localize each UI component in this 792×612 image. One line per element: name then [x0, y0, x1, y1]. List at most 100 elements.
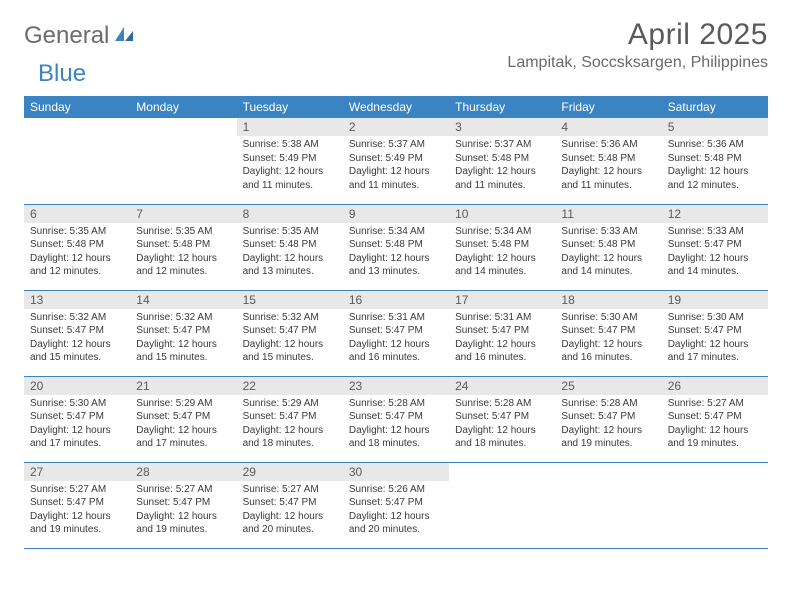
day-details: Sunrise: 5:28 AMSunset: 5:47 PMDaylight:… [555, 395, 661, 455]
weekday-header: Sunday [24, 96, 130, 118]
calendar-cell: 30Sunrise: 5:26 AMSunset: 5:47 PMDayligh… [343, 462, 449, 548]
weekday-header: Saturday [662, 96, 768, 118]
day-details: Sunrise: 5:29 AMSunset: 5:47 PMDaylight:… [130, 395, 236, 455]
day-number: 30 [343, 463, 449, 481]
day-number: 13 [24, 291, 130, 309]
day-details: Sunrise: 5:37 AMSunset: 5:48 PMDaylight:… [449, 136, 555, 196]
day-number: 9 [343, 205, 449, 223]
day-number: 3 [449, 118, 555, 136]
day-number: 20 [24, 377, 130, 395]
month-title: April 2025 [507, 18, 768, 52]
calendar-cell: 4Sunrise: 5:36 AMSunset: 5:48 PMDaylight… [555, 118, 661, 204]
calendar-row: 13Sunrise: 5:32 AMSunset: 5:47 PMDayligh… [24, 290, 768, 376]
day-details: Sunrise: 5:38 AMSunset: 5:49 PMDaylight:… [237, 136, 343, 196]
calendar-cell: 14Sunrise: 5:32 AMSunset: 5:47 PMDayligh… [130, 290, 236, 376]
calendar-cell: 5Sunrise: 5:36 AMSunset: 5:48 PMDaylight… [662, 118, 768, 204]
calendar-cell: . [130, 118, 236, 204]
calendar-cell: 22Sunrise: 5:29 AMSunset: 5:47 PMDayligh… [237, 376, 343, 462]
calendar-cell: 26Sunrise: 5:27 AMSunset: 5:47 PMDayligh… [662, 376, 768, 462]
day-details: Sunrise: 5:30 AMSunset: 5:47 PMDaylight:… [662, 309, 768, 369]
day-details: Sunrise: 5:30 AMSunset: 5:47 PMDaylight:… [24, 395, 130, 455]
day-number: 28 [130, 463, 236, 481]
calendar-cell: 17Sunrise: 5:31 AMSunset: 5:47 PMDayligh… [449, 290, 555, 376]
calendar-cell: 21Sunrise: 5:29 AMSunset: 5:47 PMDayligh… [130, 376, 236, 462]
day-details: Sunrise: 5:34 AMSunset: 5:48 PMDaylight:… [343, 223, 449, 283]
calendar-cell: . [662, 462, 768, 548]
calendar-cell: 10Sunrise: 5:34 AMSunset: 5:48 PMDayligh… [449, 204, 555, 290]
weekday-header: Thursday [449, 96, 555, 118]
day-number: 22 [237, 377, 343, 395]
calendar-cell: 2Sunrise: 5:37 AMSunset: 5:49 PMDaylight… [343, 118, 449, 204]
calendar-cell: 18Sunrise: 5:30 AMSunset: 5:47 PMDayligh… [555, 290, 661, 376]
day-number: 17 [449, 291, 555, 309]
calendar-cell: 24Sunrise: 5:28 AMSunset: 5:47 PMDayligh… [449, 376, 555, 462]
location: Lampitak, Soccsksargen, Philippines [507, 54, 768, 72]
day-details: Sunrise: 5:34 AMSunset: 5:48 PMDaylight:… [449, 223, 555, 283]
day-details: Sunrise: 5:27 AMSunset: 5:47 PMDaylight:… [130, 481, 236, 541]
day-number: 1 [237, 118, 343, 136]
day-number: 12 [662, 205, 768, 223]
day-number: 26 [662, 377, 768, 395]
day-number: 24 [449, 377, 555, 395]
calendar-table: SundayMondayTuesdayWednesdayThursdayFrid… [24, 96, 768, 549]
calendar-cell: 29Sunrise: 5:27 AMSunset: 5:47 PMDayligh… [237, 462, 343, 548]
day-number: 8 [237, 205, 343, 223]
weekday-header: Tuesday [237, 96, 343, 118]
day-details: Sunrise: 5:29 AMSunset: 5:47 PMDaylight:… [237, 395, 343, 455]
day-number: 5 [662, 118, 768, 136]
calendar-cell: 19Sunrise: 5:30 AMSunset: 5:47 PMDayligh… [662, 290, 768, 376]
day-number: 15 [237, 291, 343, 309]
day-details: Sunrise: 5:35 AMSunset: 5:48 PMDaylight:… [130, 223, 236, 283]
day-number: 21 [130, 377, 236, 395]
day-details: Sunrise: 5:28 AMSunset: 5:47 PMDaylight:… [449, 395, 555, 455]
day-number: 11 [555, 205, 661, 223]
day-details: Sunrise: 5:33 AMSunset: 5:47 PMDaylight:… [662, 223, 768, 283]
calendar-cell: 3Sunrise: 5:37 AMSunset: 5:48 PMDaylight… [449, 118, 555, 204]
day-number: 7 [130, 205, 236, 223]
calendar-cell: 28Sunrise: 5:27 AMSunset: 5:47 PMDayligh… [130, 462, 236, 548]
calendar-row: 6Sunrise: 5:35 AMSunset: 5:48 PMDaylight… [24, 204, 768, 290]
calendar-cell: 23Sunrise: 5:28 AMSunset: 5:47 PMDayligh… [343, 376, 449, 462]
weekday-header: Wednesday [343, 96, 449, 118]
day-details: Sunrise: 5:28 AMSunset: 5:47 PMDaylight:… [343, 395, 449, 455]
calendar-cell: 13Sunrise: 5:32 AMSunset: 5:47 PMDayligh… [24, 290, 130, 376]
calendar-cell: 12Sunrise: 5:33 AMSunset: 5:47 PMDayligh… [662, 204, 768, 290]
calendar-row: ..1Sunrise: 5:38 AMSunset: 5:49 PMDaylig… [24, 118, 768, 204]
weekday-header-row: SundayMondayTuesdayWednesdayThursdayFrid… [24, 96, 768, 118]
day-number: 19 [662, 291, 768, 309]
day-details: Sunrise: 5:32 AMSunset: 5:47 PMDaylight:… [24, 309, 130, 369]
day-details: Sunrise: 5:35 AMSunset: 5:48 PMDaylight:… [24, 223, 130, 283]
day-number: 16 [343, 291, 449, 309]
brand-blue: Blue [38, 60, 86, 88]
calendar-cell: 27Sunrise: 5:27 AMSunset: 5:47 PMDayligh… [24, 462, 130, 548]
title-block: April 2025 Lampitak, Soccsksargen, Phili… [507, 18, 768, 72]
day-number: 25 [555, 377, 661, 395]
day-number: 2 [343, 118, 449, 136]
day-details: Sunrise: 5:27 AMSunset: 5:47 PMDaylight:… [237, 481, 343, 541]
calendar-row: 20Sunrise: 5:30 AMSunset: 5:47 PMDayligh… [24, 376, 768, 462]
day-details: Sunrise: 5:31 AMSunset: 5:47 PMDaylight:… [449, 309, 555, 369]
calendar-cell: . [24, 118, 130, 204]
calendar-cell: . [555, 462, 661, 548]
day-details: Sunrise: 5:32 AMSunset: 5:47 PMDaylight:… [237, 309, 343, 369]
calendar-cell: 6Sunrise: 5:35 AMSunset: 5:48 PMDaylight… [24, 204, 130, 290]
calendar-cell: 1Sunrise: 5:38 AMSunset: 5:49 PMDaylight… [237, 118, 343, 204]
day-details: Sunrise: 5:35 AMSunset: 5:48 PMDaylight:… [237, 223, 343, 283]
weekday-header: Friday [555, 96, 661, 118]
day-details: Sunrise: 5:26 AMSunset: 5:47 PMDaylight:… [343, 481, 449, 541]
calendar-cell: 9Sunrise: 5:34 AMSunset: 5:48 PMDaylight… [343, 204, 449, 290]
calendar-body: ..1Sunrise: 5:38 AMSunset: 5:49 PMDaylig… [24, 118, 768, 548]
calendar-cell: 20Sunrise: 5:30 AMSunset: 5:47 PMDayligh… [24, 376, 130, 462]
day-number: 29 [237, 463, 343, 481]
day-details: Sunrise: 5:31 AMSunset: 5:47 PMDaylight:… [343, 309, 449, 369]
day-number: 14 [130, 291, 236, 309]
day-number: 27 [24, 463, 130, 481]
logo-sail-icon [113, 25, 135, 48]
day-details: Sunrise: 5:33 AMSunset: 5:48 PMDaylight:… [555, 223, 661, 283]
calendar-cell: 11Sunrise: 5:33 AMSunset: 5:48 PMDayligh… [555, 204, 661, 290]
day-details: Sunrise: 5:27 AMSunset: 5:47 PMDaylight:… [662, 395, 768, 455]
day-details: Sunrise: 5:36 AMSunset: 5:48 PMDaylight:… [662, 136, 768, 196]
brand-logo: General [24, 18, 137, 50]
day-number: 4 [555, 118, 661, 136]
calendar-row: 27Sunrise: 5:27 AMSunset: 5:47 PMDayligh… [24, 462, 768, 548]
